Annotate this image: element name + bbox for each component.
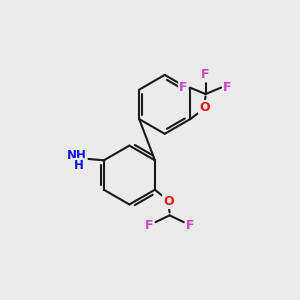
Text: H: H: [74, 159, 84, 172]
Text: F: F: [179, 81, 188, 94]
Text: O: O: [163, 195, 174, 208]
Text: F: F: [186, 219, 194, 232]
Text: F: F: [145, 219, 153, 232]
Text: O: O: [199, 101, 210, 114]
Text: F: F: [201, 68, 210, 81]
Text: F: F: [224, 81, 232, 94]
Text: NH: NH: [67, 148, 87, 161]
